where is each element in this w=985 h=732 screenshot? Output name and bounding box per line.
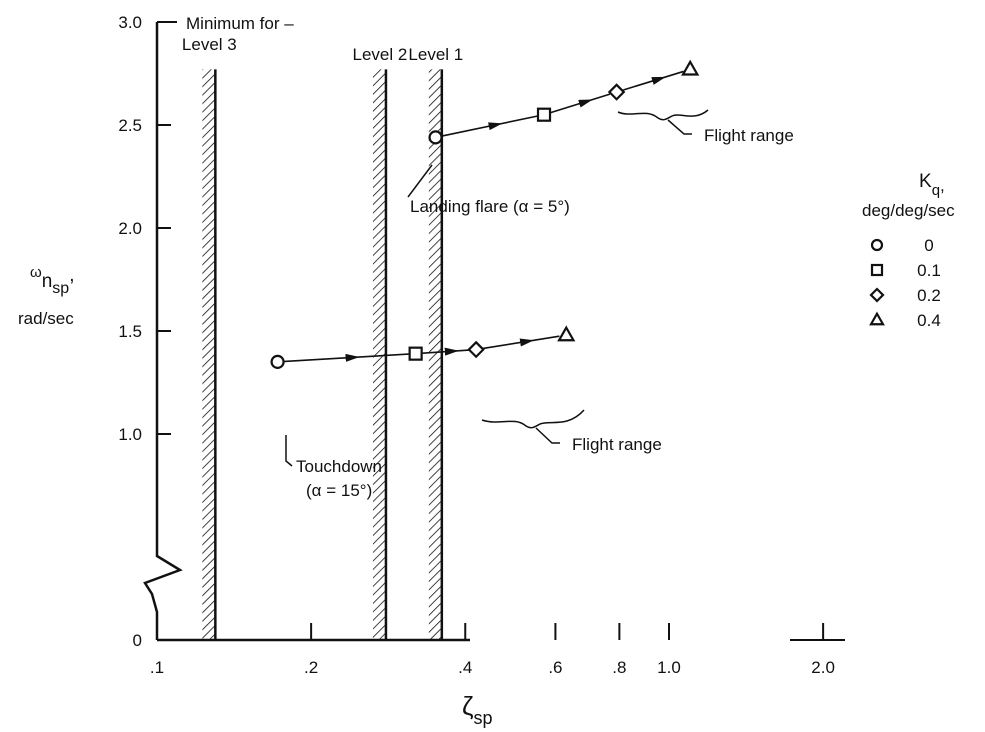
data-point-circle — [428, 130, 443, 145]
x-tick-label: 1.0 — [657, 658, 681, 677]
y-tick-label: 2.0 — [118, 219, 142, 238]
upper-range-label: Flight range — [704, 126, 794, 145]
data-point-triangle — [557, 325, 576, 342]
boundary-label: Level 3 — [182, 35, 237, 54]
x-tick-label: 2.0 — [811, 658, 835, 677]
y-tick-label: 2.5 — [118, 116, 142, 135]
legend-title-subscript: q — [932, 182, 940, 199]
touchdown-label-line1: Touchdown — [296, 457, 382, 476]
legend-entries: 0 0.1 0.2 0.4 — [869, 236, 941, 330]
x-axis-symbol: ζ — [462, 691, 473, 721]
legend-label: 0 — [924, 236, 933, 255]
legend-marker-diamond — [869, 287, 885, 303]
touchdown-leader — [285, 435, 293, 467]
data-point-triangle — [681, 59, 700, 76]
lower-range-label: Flight range — [572, 435, 662, 454]
y-tick-label: 3.0 — [118, 13, 142, 32]
series-group — [270, 59, 700, 369]
data-point-circle — [270, 354, 285, 369]
x-axis-subscript: sp — [473, 708, 492, 728]
series-segment — [284, 353, 409, 363]
landing-flare-leader — [407, 164, 433, 198]
legend-marker-circle — [870, 238, 884, 252]
data-point-square — [536, 107, 552, 122]
x-tick-label: .8 — [612, 658, 626, 677]
x-tick-label: .4 — [458, 658, 472, 677]
landing-flare-label: Landing flare (α = 5°) — [410, 197, 570, 216]
boundary-group: Level 3 Level 2 Level 1 — [182, 35, 463, 640]
boundary-label: Level 2 — [353, 45, 408, 64]
boundary-header: Minimum for – — [186, 14, 294, 33]
legend-subtitle: deg/deg/sec — [862, 201, 955, 220]
boundary-hatch — [202, 69, 216, 640]
touchdown-label-line2: (α = 15°) — [306, 481, 372, 500]
series-segment — [442, 115, 538, 137]
x-tick-label: .2 — [304, 658, 318, 677]
y-axis-comma: , — [69, 265, 74, 286]
legend-label: 0.4 — [917, 311, 941, 330]
legend-title: Kq, — [919, 171, 945, 199]
series-segment — [482, 335, 560, 350]
x-axis-title: ζsp — [462, 691, 492, 728]
legend-label: 0.1 — [917, 261, 941, 280]
y-axis-symbol: ω — [30, 264, 42, 281]
data-point-diamond — [607, 83, 626, 101]
data-point-square — [408, 346, 423, 361]
upper-range-brace — [617, 109, 709, 121]
legend-label: 0.2 — [917, 286, 941, 305]
series-segment — [550, 93, 611, 114]
legend-marker-square — [870, 263, 884, 277]
y-tick-label: 1.0 — [118, 425, 142, 444]
y-axis-title-line1: ωnsp, — [30, 264, 74, 297]
legend-marker-triangle — [869, 311, 885, 326]
boundary-hatch — [428, 69, 442, 640]
lower-range-brace — [481, 409, 585, 429]
upper-range-leader — [667, 119, 692, 135]
data-point-diamond — [467, 340, 485, 359]
y-tick-label: 1.5 — [118, 322, 142, 341]
y-axis-line — [143, 22, 183, 640]
x-tick-group: .1 .2 .4 .6 .8 1.0 2.0 — [150, 623, 835, 677]
boundary-label: Level 1 — [408, 45, 463, 64]
y-tick-label: 0 — [133, 631, 142, 650]
y-axis-subsubscript: sp — [52, 280, 69, 297]
legend-title-symbol: K — [919, 171, 932, 192]
x-tick-label: .6 — [548, 658, 562, 677]
y-axis-subscript: n — [42, 271, 53, 292]
legend-title-comma: , — [940, 176, 945, 195]
series-segment — [623, 70, 684, 91]
y-axis-title-line2: rad/sec — [18, 309, 74, 328]
boundary-hatch — [372, 69, 386, 640]
y-tick-group: 0 1.0 1.5 2.0 2.5 3.0 — [118, 13, 171, 650]
lower-range-leader — [535, 427, 560, 444]
x-tick-label: .1 — [150, 658, 164, 677]
